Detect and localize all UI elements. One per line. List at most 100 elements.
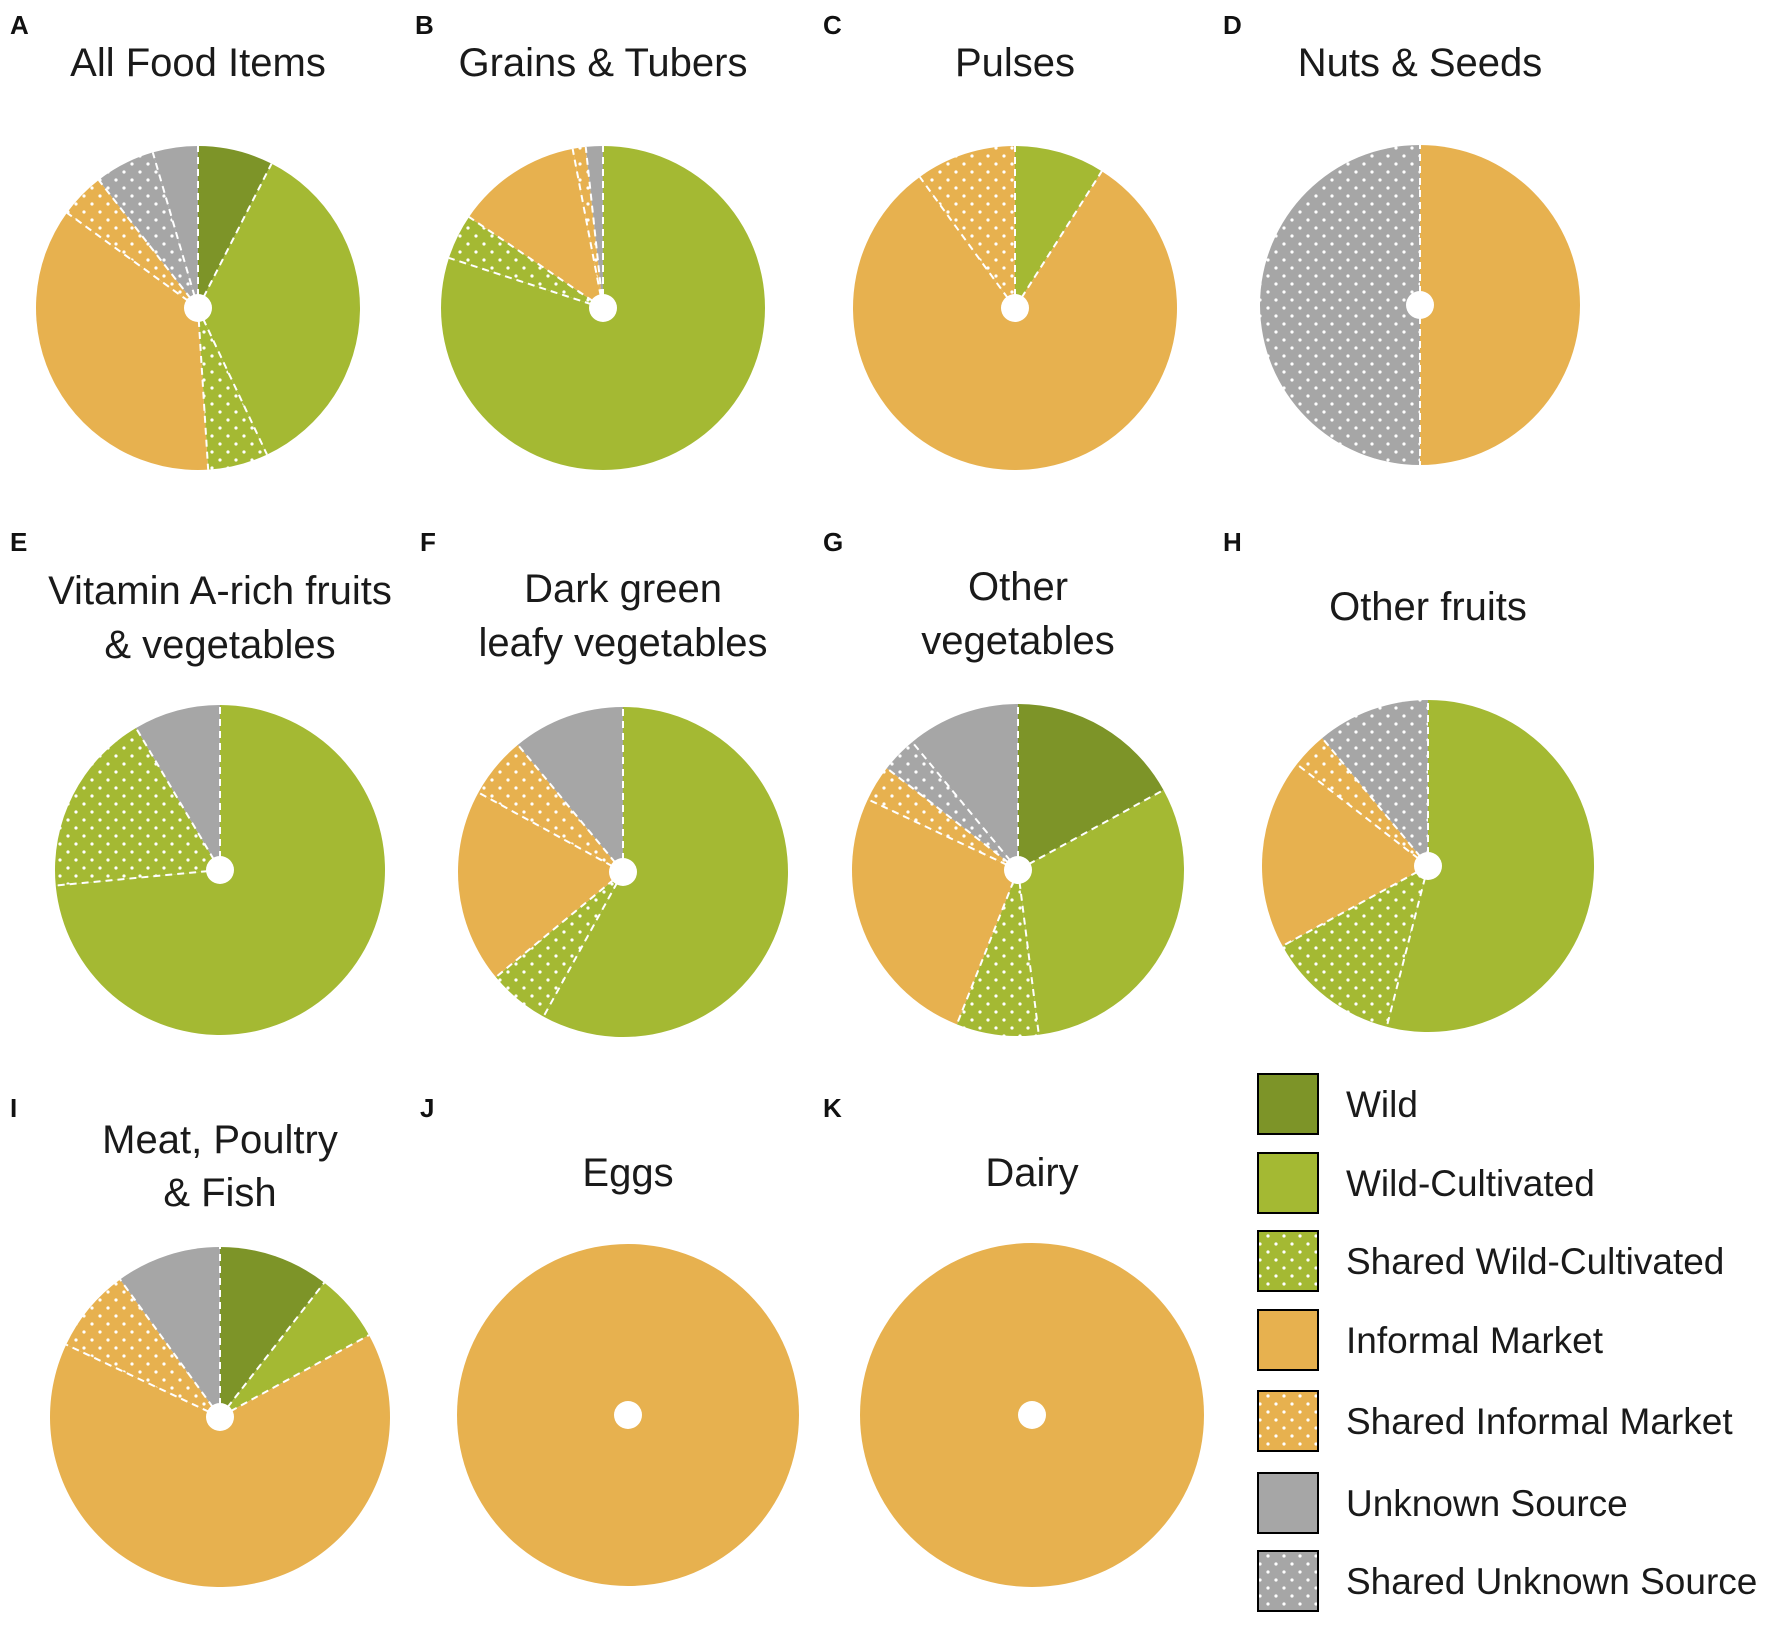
slice-separator: [468, 216, 604, 309]
slice-unknown-source: [120, 1247, 220, 1417]
slice-separator: [584, 146, 604, 309]
legend-item-wild-cultivated: Wild-Cultivated: [1257, 1152, 1595, 1214]
legend-swatch: [1257, 1230, 1319, 1292]
slice-shared-wild-cultivated: [448, 216, 603, 308]
slice-informal-market: [469, 148, 603, 308]
pie-center-hole: [614, 1401, 642, 1429]
panel-a: A All Food Items: [10, 10, 360, 470]
slice-separator: [1321, 737, 1429, 867]
slice-separator: [1017, 789, 1164, 871]
panel-letter: K: [823, 1093, 842, 1123]
slice-unknown-source: [912, 704, 1018, 870]
legend-item-wild: Wild: [1257, 1073, 1418, 1135]
slice-shared-informal-market: [478, 744, 623, 872]
slice-separator: [1014, 170, 1103, 309]
slice-separator: [197, 307, 268, 456]
pie-center-hole: [609, 858, 637, 886]
slice-wild-cultivated: [543, 707, 789, 1037]
slice-unknown-source: [136, 705, 220, 870]
slice-separator: [1282, 865, 1429, 947]
slice-wild: [198, 146, 272, 308]
legend-swatch: [1257, 1390, 1319, 1452]
slice-shared-informal-market: [66, 179, 198, 308]
slice-shared-wild-cultivated: [54, 727, 221, 886]
pie-center-hole: [1004, 856, 1032, 884]
slice-separator: [918, 176, 1016, 309]
slice-separator: [55, 869, 221, 887]
legend-label: Shared Informal Market: [1346, 1401, 1733, 1442]
slice-separator: [66, 211, 199, 309]
slice-separator: [65, 1343, 221, 1418]
panel-e: E Vitamin A-rich fruits & vegetables: [10, 527, 392, 1035]
panel-letter: J: [420, 1093, 434, 1123]
panel-letter: D: [1223, 10, 1242, 40]
slice-shared-unknown-source: [98, 152, 198, 308]
slice-separator: [197, 163, 273, 309]
slice-shared-informal-market: [919, 146, 1015, 308]
slice-separator: [119, 1278, 221, 1418]
panel-title-line: Dark green: [524, 567, 722, 611]
panel-title-line: Other: [968, 565, 1068, 609]
pie-center-hole: [589, 294, 617, 322]
slice-unknown-source: [517, 707, 623, 872]
legend-label: Shared Unknown Source: [1346, 1561, 1757, 1602]
slice-separator: [542, 871, 624, 1018]
panel-letter: G: [823, 527, 843, 557]
legend-swatch: [1257, 1472, 1319, 1534]
legend-item-unknown-source: Unknown Source: [1257, 1472, 1628, 1534]
panel-title-line: Vitamin A-rich fruits: [48, 569, 392, 613]
legend-swatch: [1257, 1550, 1319, 1612]
slice-separator: [219, 1334, 370, 1418]
legend-label: Wild: [1346, 1084, 1418, 1125]
panel-letter: F: [420, 527, 436, 557]
legend-swatch: [1257, 1152, 1319, 1214]
panel-title-line: & Fish: [163, 1171, 276, 1215]
slice-shared-wild-cultivated: [495, 872, 623, 1017]
legend: Wild Wild-Cultivated Shared Wild-Cultivate…: [1257, 1073, 1757, 1612]
slice-informal-market: [1420, 145, 1580, 465]
slice-separator: [1385, 865, 1429, 1028]
slice-separator: [477, 791, 624, 873]
slice-separator: [955, 869, 1019, 1025]
slice-separator: [197, 307, 210, 470]
pie-center-hole: [184, 294, 212, 322]
slice-shared-unknown-source: [1260, 145, 1420, 465]
pie-panels: A All Food Items B Grains & Tubers C Pulses D N…: [10, 10, 1595, 1588]
panel-title-line: & vegetables: [104, 623, 335, 667]
panel-b: B Grains & Tubers: [415, 10, 766, 471]
panel-title-line: Meat, Poultry: [102, 1118, 338, 1162]
slice-wild: [1018, 704, 1164, 870]
slice-informal-market: [36, 212, 209, 470]
pie-center-hole: [1001, 294, 1029, 322]
panel-title-line: Grains & Tubers: [458, 41, 747, 85]
panel-letter: C: [823, 10, 842, 40]
slice-wild-cultivated: [198, 163, 360, 455]
slice-shared-wild-cultivated: [198, 308, 267, 470]
panel-g: G Other vegetables: [823, 527, 1185, 1036]
legend-label: Unknown Source: [1346, 1483, 1628, 1524]
panel-c: C Pulses: [823, 10, 1177, 471]
legend-item-shared-informal-market: Shared Informal Market: [1257, 1390, 1733, 1452]
panel-letter: I: [10, 1093, 17, 1123]
panel-title-line: vegetables: [921, 619, 1114, 663]
panel-j: J Eggs: [420, 1093, 799, 1586]
slice-shared-wild-cultivated: [1282, 866, 1428, 1027]
slice-separator: [517, 744, 624, 873]
panel-k: K Dairy: [823, 1093, 1204, 1587]
slice-separator: [97, 179, 199, 309]
legend-swatch: [1257, 1309, 1319, 1371]
slice-shared-wild-cultivated: [956, 870, 1039, 1036]
legend-item-informal-market: Informal Market: [1257, 1309, 1604, 1371]
slice-separator: [1296, 763, 1429, 867]
slice-separator: [886, 767, 1019, 871]
slice-separator: [571, 148, 604, 309]
slice-informal-market: [1261, 764, 1428, 946]
pie-center-hole: [1018, 1401, 1046, 1429]
panel-title-line: Nuts & Seeds: [1298, 41, 1543, 85]
pie-center-hole: [206, 1403, 234, 1431]
slice-shared-unknown-source: [1322, 700, 1428, 866]
slice-wild: [220, 1247, 325, 1417]
legend-label: Informal Market: [1346, 1320, 1604, 1361]
panel-d: D Nuts & Seeds: [1223, 10, 1580, 465]
